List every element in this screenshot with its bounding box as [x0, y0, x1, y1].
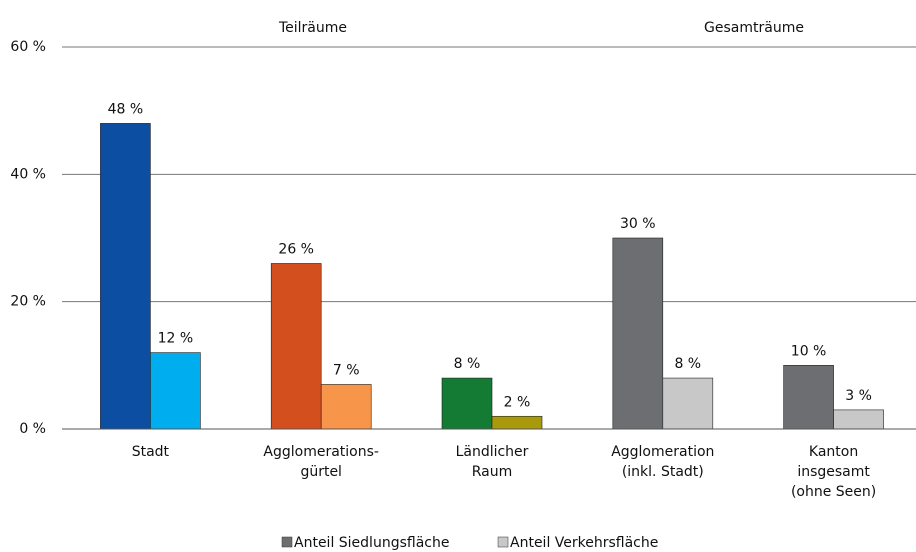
y-tick-label: 60 % [10, 39, 46, 55]
bar [783, 365, 834, 430]
bar [270, 263, 322, 430]
bar [833, 409, 884, 430]
value-label: 30 % [620, 216, 656, 232]
group-label: Teilräume [278, 20, 347, 36]
bar [441, 377, 493, 430]
value-label: 8 % [674, 356, 701, 372]
value-label: 10 % [791, 343, 827, 359]
x-tick-label: Stadt [132, 444, 170, 460]
bar [612, 237, 664, 430]
value-label: 7 % [333, 362, 360, 378]
y-tick-label: 0 % [19, 421, 46, 437]
value-label: 12 % [158, 331, 194, 347]
legend-swatch [281, 536, 293, 548]
bar [491, 415, 543, 430]
y-tick-label: 40 % [10, 166, 46, 182]
group-label: Gesamträume [704, 20, 804, 36]
x-tick-label: Kanton insgesamt (ohne Seen) [791, 444, 876, 500]
value-label: 3 % [845, 388, 872, 404]
y-tick-label: 20 % [10, 294, 46, 310]
bar [320, 384, 372, 430]
x-tick-label: Ländlicher Raum [456, 444, 529, 480]
value-label: 2 % [504, 394, 531, 410]
bar [662, 377, 714, 430]
legend-label: Anteil Verkehrsfläche [510, 535, 658, 551]
x-tick-label: Agglomerations-gürtel [263, 444, 379, 480]
legend-label: Anteil Siedlungsfläche [294, 535, 449, 551]
x-tick-label: Agglomeration (inkl. Stadt) [611, 444, 714, 480]
legend-swatch [497, 536, 509, 548]
bar [100, 123, 151, 430]
value-label: 26 % [278, 241, 314, 257]
value-label: 8 % [454, 356, 481, 372]
value-label: 48 % [108, 101, 144, 117]
bar [150, 352, 201, 430]
